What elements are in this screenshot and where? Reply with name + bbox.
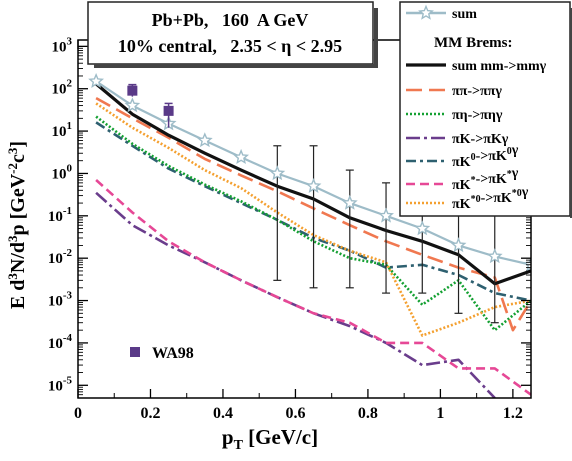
y-axis-label: E d3N/d3p [GeV-2c3] (5, 141, 29, 309)
y-tick-label: 10-4 (48, 332, 73, 352)
title-box: Pb+Pb, 160 A GeV 10% central, 2.35 < η <… (87, 1, 378, 68)
series-line-6 (95, 179, 531, 396)
title-line-1: Pb+Pb, 160 A GeV (152, 10, 309, 30)
sum-star-marker (486, 248, 503, 264)
x-axis-label: pT [GeV/c] (222, 425, 318, 453)
legend-star-marker (418, 4, 434, 20)
y-tick-label: 100 (52, 162, 73, 182)
legend: MM Brems: sum sum mm->mmγ ππ->ππγ πη->πηγ πK… (399, 1, 572, 218)
x-tick-label: 0.2 (140, 405, 160, 422)
legend-label-0: sum (452, 7, 477, 22)
wa98-point (163, 105, 174, 116)
x-tick-label: 0 (74, 405, 82, 422)
legend-heading: MM Brems: (434, 35, 512, 51)
legend-label-4: πK->πKγ (452, 132, 509, 147)
sum-star-marker (269, 165, 286, 181)
legend-label-2: ππ->ππγ (452, 84, 502, 99)
y-tick-label: 10-2 (48, 247, 73, 267)
wa98-legend-label: WA98 (152, 345, 194, 362)
x-tick-label: 0.8 (358, 405, 378, 422)
y-tick-label: 10-5 (48, 374, 73, 394)
sum-star-marker (378, 207, 394, 223)
legend-label-3: πη->πηγ (452, 108, 503, 123)
title-line-2: 10% central, 2.35 < η < 2.95 (118, 36, 342, 56)
x-tick-label: 0.4 (213, 405, 233, 422)
series-line-7 (95, 102, 531, 337)
sum-star-marker (196, 132, 213, 148)
data-layer (88, 72, 531, 398)
sum-star-marker (233, 148, 250, 165)
series-line-2 (95, 96, 531, 332)
sum-star-marker (305, 177, 322, 194)
y-tick-label: 101 (52, 120, 73, 140)
sum-star-marker (88, 72, 105, 88)
legend-label-1: sum mm->mmγ (452, 59, 547, 74)
sum-star-marker (414, 220, 431, 236)
x-tick-label: 0.6 (285, 405, 305, 422)
x-tick-label: 1.2 (503, 405, 523, 422)
y-tick-label: 103 (52, 35, 73, 55)
wa98-point (127, 85, 138, 96)
sum-star-marker (124, 97, 141, 113)
y-tick-label: 10-1 (48, 205, 72, 225)
y-tick-label: 102 (52, 78, 73, 98)
plot-layer: 0 0.2 0.4 0.6 0.8 1 1.2 10-5 10-4 10-3 10-2 10-1 100… (48, 35, 532, 422)
legend-label-7: πK*0->πK*0γ (452, 185, 529, 212)
legend-label-6: πK*->πK*γ (452, 166, 519, 193)
x-tick-label: 1 (436, 405, 444, 422)
wa98-legend-marker (130, 347, 140, 357)
sum-star-marker (450, 237, 467, 253)
wa98-legend: WA98 (130, 345, 194, 362)
y-tick-label: 10-3 (48, 290, 73, 310)
series-line-4 (95, 191, 496, 398)
legend-label-5: πK0->πK0γ (452, 143, 519, 170)
sum-star-marker (341, 194, 358, 210)
